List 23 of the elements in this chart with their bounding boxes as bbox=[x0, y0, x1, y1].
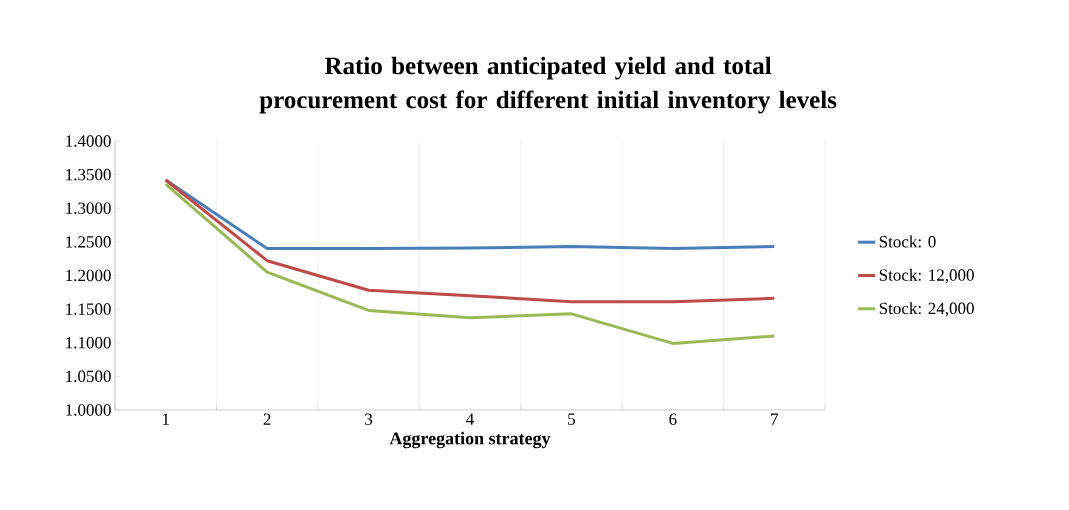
x-tick-label: 2 bbox=[263, 413, 271, 425]
line-series bbox=[164, 178, 776, 304]
x-tick-label: 4 bbox=[466, 413, 474, 425]
y-tick-label: 1.2500 bbox=[66, 236, 111, 248]
x-tick-label: 3 bbox=[365, 413, 373, 425]
chart-title: Ratio between anticipated yield and total procurement cost for different initial inventory levels bbox=[259, 56, 837, 114]
y-tick-label: 1.3000 bbox=[66, 202, 111, 215]
x-tick-label: 5 bbox=[568, 413, 576, 425]
x-tick-label: 1 bbox=[162, 413, 169, 425]
y-tick-label: 1.2000 bbox=[66, 269, 111, 282]
x-tick-label: 6 bbox=[669, 413, 677, 425]
y-tick-label: 1.0500 bbox=[66, 370, 111, 383]
y-tick-label: 1.0000 bbox=[66, 404, 111, 416]
legend-label: Stock: 24,000 bbox=[879, 302, 974, 317]
legend-label: Stock: 12,000 bbox=[879, 268, 974, 284]
x-axis-title: Aggregation strategy bbox=[389, 431, 551, 449]
y-tick-label: 1.3500 bbox=[66, 168, 111, 181]
x-tick-label: 7 bbox=[771, 413, 779, 425]
legend-label: Stock: 0 bbox=[879, 235, 936, 248]
y-tick-label: 1.1500 bbox=[66, 303, 111, 315]
line-series bbox=[164, 182, 776, 345]
y-tick-label: 1.1000 bbox=[66, 336, 111, 349]
y-tick-label: 1.4000 bbox=[66, 135, 111, 147]
